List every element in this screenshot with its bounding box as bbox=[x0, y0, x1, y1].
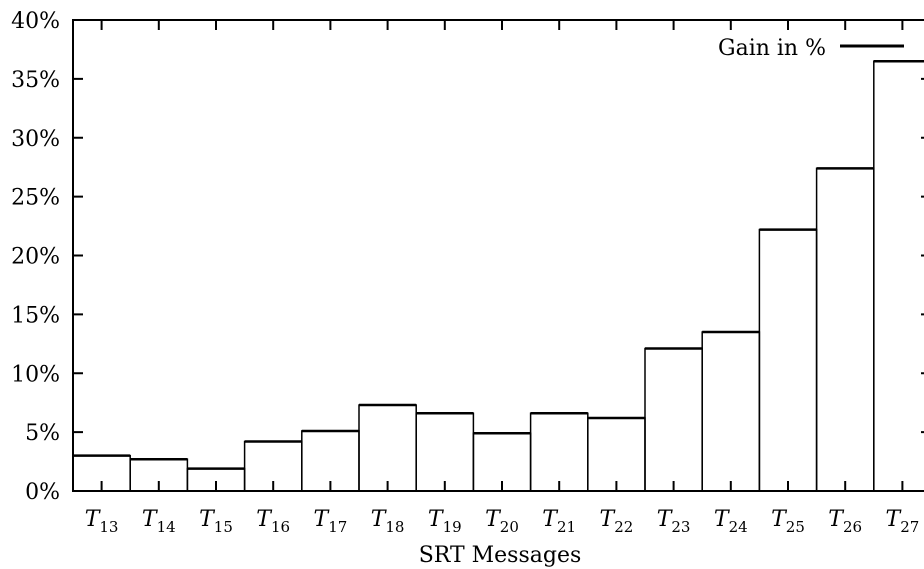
x-axis-label: SRT Messages bbox=[419, 543, 582, 568]
x-tick-label: T19 bbox=[428, 507, 462, 536]
x-tick-label: T13 bbox=[85, 507, 119, 536]
x-tick-label: T15 bbox=[199, 507, 233, 536]
x-tick-label: T27 bbox=[886, 507, 920, 536]
plot-frame bbox=[72, 19, 924, 492]
x-tick-label: T17 bbox=[314, 507, 348, 536]
y-tick-label: 20% bbox=[11, 245, 60, 270]
y-tick-label: 25% bbox=[11, 186, 60, 211]
x-tick-label: T16 bbox=[256, 507, 290, 536]
bar-t19 bbox=[415, 412, 475, 492]
y-tick-label: 15% bbox=[11, 303, 60, 328]
bar-t22 bbox=[587, 417, 646, 492]
y-tick-label: 5% bbox=[25, 421, 60, 446]
bar-t21 bbox=[529, 412, 589, 492]
y-tick-label: 35% bbox=[11, 68, 60, 93]
bar-t25 bbox=[758, 228, 818, 492]
x-tick-label: T21 bbox=[542, 507, 576, 536]
x-tick-label: T18 bbox=[371, 507, 405, 536]
x-axis-ticks: T13 T14 T15 T16 T17 T18 T19 T20 T21 T22 T23 T24 T25 T… bbox=[85, 20, 920, 536]
x-tick-label: T14 bbox=[142, 507, 176, 536]
y-axis-ticks: 0% 5% 10% 15% 20% 25% 30% 35% 40% bbox=[11, 9, 924, 505]
y-tick-label: 40% bbox=[11, 9, 60, 34]
bar-t24 bbox=[701, 331, 761, 492]
legend-entry-label: Gain in % bbox=[718, 36, 826, 61]
x-tick-label: T24 bbox=[714, 507, 748, 536]
bar-t27 bbox=[873, 60, 924, 492]
y-tick-label: 0% bbox=[25, 480, 60, 505]
x-tick-label: T20 bbox=[485, 507, 519, 536]
x-tick-label: T25 bbox=[771, 507, 805, 536]
x-tick-label: T22 bbox=[600, 507, 634, 536]
y-tick-label: 10% bbox=[11, 362, 60, 387]
bar-t26 bbox=[815, 167, 875, 492]
x-tick-label: T26 bbox=[828, 507, 862, 536]
bar-t18 bbox=[358, 404, 417, 492]
plot-border bbox=[72, 19, 924, 492]
x-tick-label: T23 bbox=[657, 507, 691, 536]
legend: Gain in % bbox=[718, 36, 904, 61]
bar-t23 bbox=[644, 347, 703, 492]
bars bbox=[72, 59, 924, 492]
y-tick-label: 30% bbox=[11, 127, 60, 152]
